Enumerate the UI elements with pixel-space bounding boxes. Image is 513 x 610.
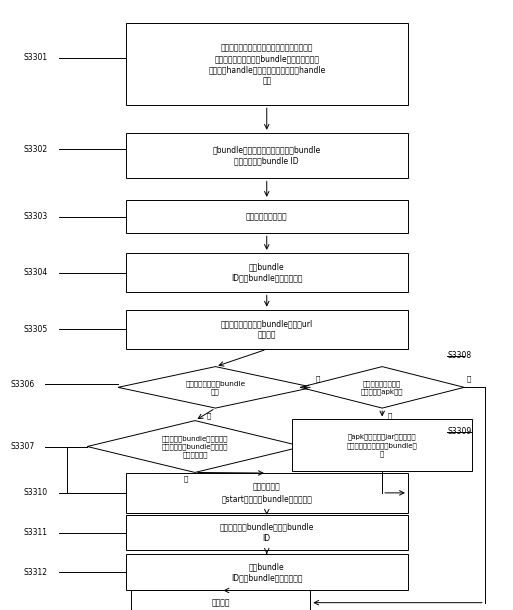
Text: 从云端服务器获取该bundle文件的url
，并下载: 从云端服务器获取该bundle文件的url ，并下载 [221,320,313,339]
Bar [126,23,408,105]
Text: 解析配置文件，判断配置文件对应更新模块的
动态加载任务时，则从bundle文件的数据库中
获取与该handle文件的载体包名相同的handle
文件: 解析配置文件，判断配置文件对应更新模块的 动态加载任务时，则从bundle文件的… [208,43,325,85]
Polygon shape [87,421,303,472]
Bar [131,590,310,610]
Text: 下载的文件是否为bundle
文件: 下载的文件是否为bundle 文件 [185,380,246,395]
Text: 从云端服务器下载的
文件是否为apk文件: 从云端服务器下载的 文件是否为apk文件 [361,380,403,395]
Text: 否: 否 [315,375,320,382]
Text: 启动卸载程序的进程: 启动卸载程序的进程 [246,212,288,221]
Text: 根据bundle
ID更新bundle文件的数据库: 根据bundle ID更新bundle文件的数据库 [231,562,303,582]
Text: S3308: S3308 [447,351,471,360]
Text: 是: 是 [184,475,188,482]
Text: S3301: S3301 [23,54,47,62]
Text: 根据bundle
ID更新bundle文件的数据库: 根据bundle ID更新bundle文件的数据库 [231,263,303,282]
Text: S3310: S3310 [23,489,47,497]
Text: 验证下载的bundle文件的包名
和新的文件与bundle文件的版
本号是否一致: 验证下载的bundle文件的包名 和新的文件与bundle文件的版 本号是否一致 [162,435,228,458]
Text: S3303: S3303 [23,212,47,221]
Text: 从bundle文件的数据库中获取与该bundle
文件相匹配的bundle ID: 从bundle文件的数据库中获取与该bundle 文件相匹配的bundle ID [212,146,321,165]
Text: S3309: S3309 [447,428,471,436]
Bar [292,420,472,471]
Bar [126,473,408,512]
Text: 结束进程: 结束进程 [211,598,230,607]
Text: 启动安装程序
及start进程进行bundle文件的安装: 启动安装程序 及start进程进行bundle文件的安装 [221,483,312,503]
Bar [126,133,408,178]
Text: S3304: S3304 [23,268,47,277]
Bar [126,200,408,233]
Text: S3312: S3312 [23,568,47,576]
Polygon shape [118,367,313,408]
Text: 从apk文件中获取jar文件，并将
加指定元数据后转化为bundle文
件: 从apk文件中获取jar文件，并将 加指定元数据后转化为bundle文 件 [347,434,418,457]
Bar [126,310,408,349]
Text: 是: 是 [387,412,392,419]
Text: S3307: S3307 [10,442,34,451]
Bar [126,253,408,292]
Text: S3302: S3302 [23,145,47,154]
Text: 否: 否 [467,375,471,382]
Text: 是: 是 [206,412,211,419]
Bar [126,554,408,590]
Text: S3306: S3306 [10,380,34,389]
Bar [126,515,408,550]
Polygon shape [300,367,464,408]
Text: 获取已安装的bundle文件的bundle
ID: 获取已安装的bundle文件的bundle ID [220,523,314,542]
Text: S3305: S3305 [23,325,47,334]
Text: S3311: S3311 [23,528,47,537]
